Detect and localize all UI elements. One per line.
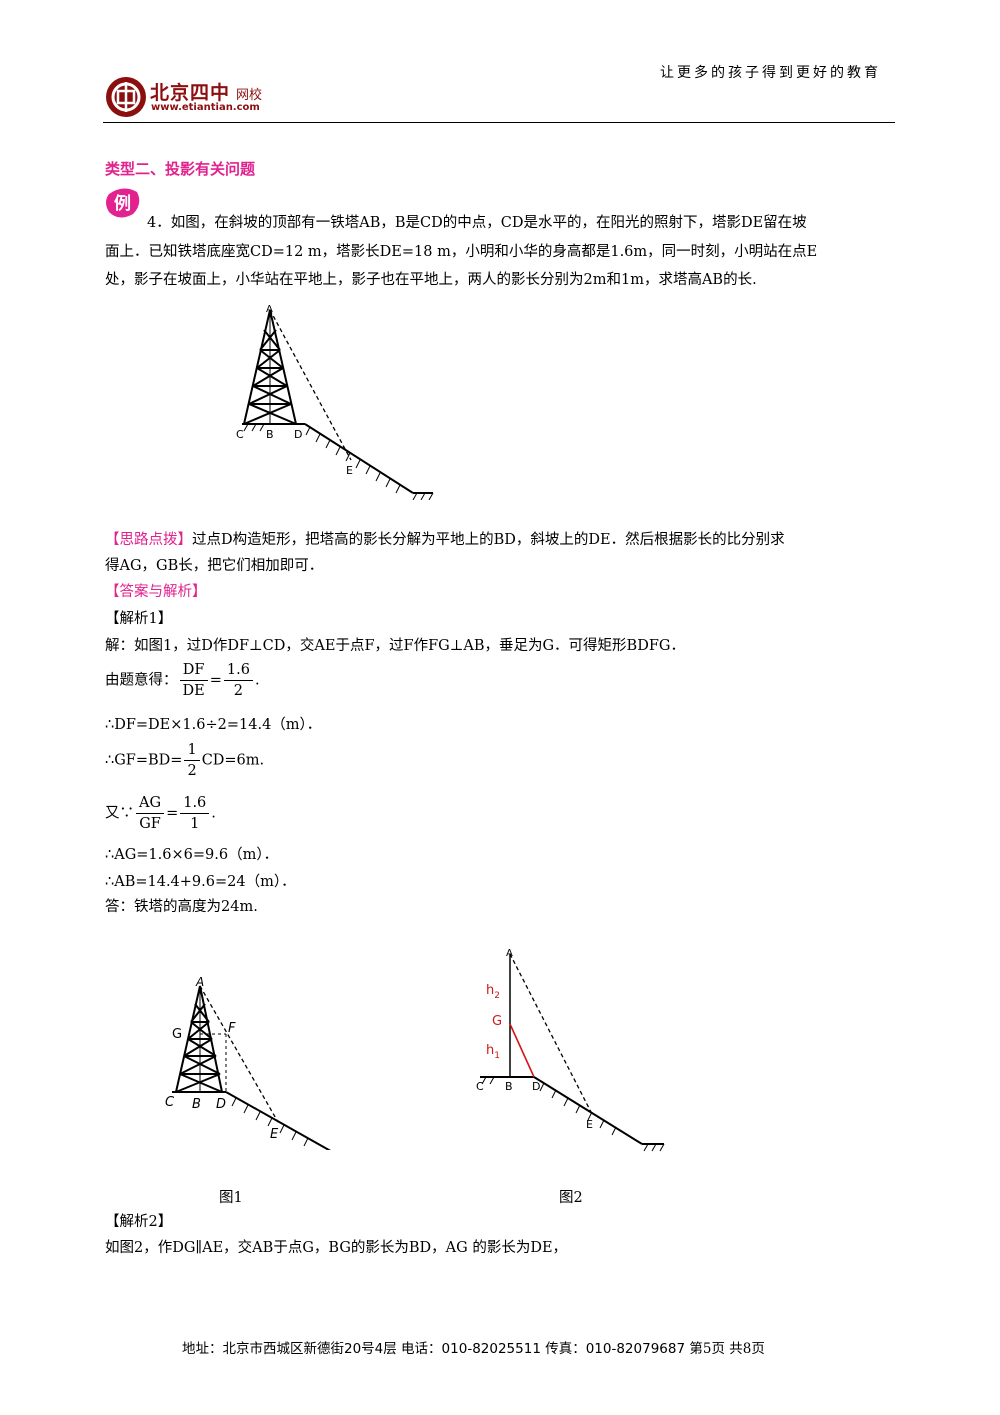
fig1-label-G: G [172, 1027, 182, 1042]
hint-tag: 【思路点拨】 [105, 532, 192, 548]
figure-1-caption: 图1 [219, 1190, 243, 1206]
gf-suffix: CD=6m. [201, 752, 265, 769]
frac-1: 1 [190, 816, 200, 832]
frac-1-6-b: 1.6 [180, 793, 210, 814]
solution1-line-1: 解：如图1，过D作DF⊥CD，交AE于点F，过F作FG⊥AB，垂足为G．可得矩形… [105, 638, 685, 654]
fig2-h1-sub: 1 [494, 1051, 500, 1061]
period: . [254, 672, 260, 689]
solution1-line-7: ∴AB=14.4+9.6=24（m）． [105, 874, 296, 890]
page-number: 第5页 共8页 [689, 1341, 765, 1357]
label-A: A [266, 304, 273, 315]
solution1-line-8: 答：铁塔的高度为24m. [105, 899, 258, 915]
frac-gf: GF [139, 816, 161, 832]
figure-2: A h2 G h1 C B D E [476, 948, 665, 1152]
header-slogan: 让更多的孩子得到更好的教育 [660, 65, 881, 81]
school-logo [106, 77, 146, 117]
fig2-h1-main: h [486, 1043, 494, 1058]
frac-de: DE [182, 683, 205, 699]
frac-df: DF [179, 660, 208, 681]
period-2: . [211, 805, 216, 822]
fig2-label-C: C [476, 1080, 484, 1093]
solution2-tag: 【解析2】 [105, 1214, 173, 1230]
solution1-line-6: ∴AG=1.6×6=9.6（m）． [105, 847, 279, 863]
gf-prefix: ∴GF=BD= [105, 752, 183, 769]
fig2-h2-sub: 2 [494, 991, 500, 1001]
fig1-label-C: C [165, 1095, 175, 1110]
half-num: 1 [187, 742, 197, 758]
fig2-label-G: G [492, 1014, 502, 1029]
logo-net: 网校 [236, 88, 263, 103]
fig2-label-A: A [506, 948, 513, 959]
label-E: E [346, 464, 353, 477]
problem-line-1: 4．如图，在斜坡的顶部有一铁塔AB，B是CD的中点，CD是水平的，在阳光的照射下… [147, 215, 807, 231]
label-D: D [294, 428, 302, 441]
solution1-tag: 【解析1】 [105, 611, 173, 627]
given-prefix: 由题意得： [105, 672, 178, 689]
fig2-label-h2: h2 [486, 983, 500, 1001]
equals: = [209, 672, 222, 689]
solution1-line-2: 由题意得： DF DE = 1.6 2. [105, 660, 260, 701]
section-title: 类型二、投影有关问题 [105, 160, 256, 178]
label-C: C [236, 428, 244, 441]
tower-figure: A C B D E [236, 304, 434, 500]
fig1-label-F: F [228, 1021, 236, 1036]
figure-1: A G F C B D E [165, 975, 331, 1150]
header-divider [103, 122, 895, 123]
fig2-h2-main: h [486, 983, 494, 998]
fig1-label-E: E [270, 1127, 279, 1142]
example-badge-icon: 例 [106, 188, 140, 218]
problem-line-3: 处，影子在坡面上，小华站在平地上，影子也在平地上，两人的影长分别为2m和1m，求… [105, 272, 757, 288]
hint-line-2: 得AG，GB长，把它们相加即可． [105, 558, 324, 574]
fig2-label-E: E [586, 1118, 593, 1131]
problem-line-2: 面上．已知铁塔底座宽CD=12 m，塔影长DE=18 m，小明和小华的身高都是1… [105, 244, 818, 260]
frac-2: 2 [233, 683, 244, 699]
fig1-label-A: A [195, 975, 204, 989]
frac-ag: AG [136, 793, 165, 814]
label-B: B [266, 428, 274, 441]
example-badge-text: 例 [114, 193, 131, 214]
hint-line-1: 【思路点拨】过点D构造矩形，把塔高的影长分解为平地上的BD，斜坡上的DE．然后根… [105, 530, 785, 550]
hint-text-1: 过点D构造矩形，把塔高的影长分解为平地上的BD，斜坡上的DE．然后根据影长的比分… [192, 532, 785, 548]
solution1-line-3: ∴DF=DE×1.6÷2=14.4（m）． [105, 717, 322, 733]
solution2-line-1: 如图2，作DG∥AE，交AB于点G，BG的影长为BD，AG 的影长为DE， [105, 1240, 568, 1256]
logo-name: 北京四中 [150, 82, 231, 104]
answer-tag: 【答案与解析】 [105, 584, 207, 600]
frac-1-6: 1.6 [223, 660, 253, 681]
since-prefix: 又∵ [105, 805, 134, 822]
solution1-line-5: 又∵ AG GF = 1.6 1. [105, 793, 216, 834]
figure-2-caption: 图2 [559, 1190, 583, 1206]
fig2-label-h1: h1 [486, 1043, 500, 1061]
footer-address: 地址：北京市西城区新德街20号4层 电话：010-82025511 传真：010… [182, 1341, 686, 1357]
fig1-label-D: D [216, 1097, 226, 1112]
fig2-label-D: D [532, 1080, 540, 1093]
logo-url: www.etiantian.com [151, 102, 260, 113]
half-den: 2 [184, 760, 200, 781]
fig2-label-B: B [505, 1080, 513, 1093]
footer: 地址：北京市西城区新德街20号4层 电话：010-82025511 传真：010… [182, 1337, 765, 1357]
equals-2: = [166, 805, 179, 822]
solution1-line-4: ∴GF=BD= 1 2 CD=6m. [105, 740, 264, 781]
fig1-label-B: B [192, 1097, 201, 1112]
